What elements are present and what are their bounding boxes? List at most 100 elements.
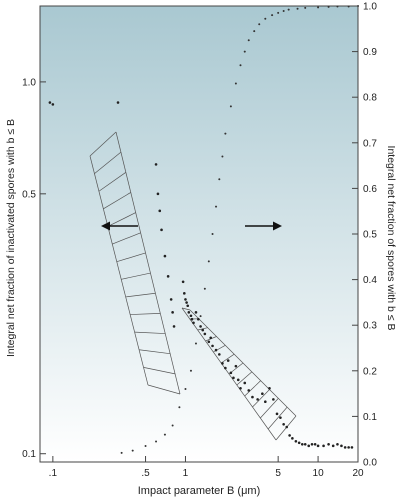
lower-ladder-rung [236, 371, 253, 386]
left-y-tick-label: 1.0 [22, 77, 36, 88]
right-y-tick-label: 1.0 [363, 2, 377, 13]
spore-fraction-point [234, 82, 237, 85]
inactivated-fraction-point [192, 321, 195, 325]
spore-fraction-point [253, 30, 256, 33]
upper-ladder-rung [94, 151, 122, 174]
x-tick-label: .1 [49, 468, 58, 479]
inactivated-fraction-point [236, 378, 240, 382]
spore-fraction-point [203, 287, 206, 290]
spore-fraction-point [171, 424, 174, 427]
inactivated-fraction-point [48, 101, 52, 104]
inactivated-fraction-point [291, 437, 294, 440]
spore-fraction-point [155, 440, 158, 443]
inactivated-fraction-point [229, 371, 233, 375]
spore-fraction-point [317, 6, 320, 9]
spore-fraction-point [258, 23, 261, 26]
upper-ladder-rung [98, 172, 127, 192]
spore-fraction-point [277, 11, 280, 14]
inactivated-fraction-point [297, 441, 301, 445]
right-arrow [245, 221, 282, 231]
right-y-tick-label: 0.7 [363, 138, 377, 149]
inactivated-fraction-point [288, 434, 291, 437]
inactivated-fraction-point [186, 304, 190, 308]
upper-ladder-rung [147, 384, 181, 395]
right-y-tick-label: 0.2 [363, 366, 377, 377]
spore-fraction-point [287, 8, 290, 11]
inactivated-fraction-point [261, 392, 264, 396]
left-arrow-head [101, 221, 110, 231]
inactivated-fraction-point [171, 311, 174, 314]
spore-fraction-point [221, 155, 224, 158]
spore-fraction-point [207, 260, 210, 263]
inactivated-fraction-point [184, 298, 187, 301]
inactivated-fraction-point [294, 439, 298, 443]
inactivated-fraction-point [256, 398, 259, 401]
left-y-tick-label: 0.5 [22, 189, 36, 200]
inactivated-fraction-point [251, 395, 254, 399]
x-tick-label: 5 [275, 468, 281, 479]
upper-ladder-rail [115, 131, 181, 395]
upper-ladder-rung [143, 367, 176, 375]
spore-fraction-point [211, 233, 214, 235]
spore-fraction-point [296, 7, 299, 10]
inactivated-fraction-point [247, 389, 251, 392]
right-y-tick-label: 0.3 [363, 321, 377, 332]
upper-ladder-rung [139, 349, 171, 355]
lower-ladder-rung [252, 389, 270, 408]
inactivated-fraction-point [116, 101, 120, 104]
spore-fraction-point [163, 433, 166, 436]
x-tick-label: 1 [183, 468, 189, 479]
left-arrow [101, 221, 138, 231]
inactivated-fraction-point [322, 444, 325, 448]
spore-fraction-point [199, 315, 202, 318]
spore-fraction-point [229, 105, 232, 108]
upper-ladder-rung [107, 212, 136, 227]
inactivated-fraction-point [154, 163, 158, 166]
inactivated-fraction-point [218, 353, 221, 356]
inactivated-fraction-point [163, 254, 167, 258]
x-tick-label: 20 [352, 468, 364, 479]
inactivated-fraction-point [183, 292, 186, 295]
inactivated-fraction-point [214, 348, 218, 352]
inactivated-fraction-point [313, 443, 317, 446]
upper-ladder-rung [134, 331, 166, 334]
inactivated-fraction-point [239, 386, 242, 390]
inactivated-fraction-point [211, 344, 214, 348]
inactivated-fraction-point [226, 359, 230, 362]
inactivated-fraction-point [156, 192, 160, 196]
spore-fraction-point [271, 14, 274, 17]
spore-fraction-point [178, 406, 181, 409]
inactivated-fraction-point [221, 362, 224, 365]
inactivated-fraction-point [264, 400, 267, 404]
x-tick-label: .5 [141, 468, 150, 479]
inactivated-fraction-point [285, 425, 289, 429]
inactivated-fraction-point [185, 301, 188, 304]
ladder-diagrams [89, 131, 297, 441]
inactivated-fraction-point [272, 398, 275, 401]
right-y-tick-label: 0.9 [363, 47, 377, 58]
right-y-axis-ticks: 0.0 0.1 0.2 0.3 0.4 0.5 0.6 0.7 0.8 0.9 1.0 [352, 2, 377, 469]
inactivated-fraction-point [189, 314, 193, 318]
spore-fraction-point [282, 10, 285, 13]
upper-ladder-rung [125, 292, 156, 298]
spore-fraction-point [218, 178, 221, 181]
spore-fraction-point [347, 5, 350, 8]
inactivated-fraction-point [234, 364, 238, 368]
inactivated-fraction-point [268, 386, 271, 390]
inactivated-fraction-point [282, 422, 285, 426]
right-y-tick-label: 0.8 [363, 93, 377, 104]
spore-fraction-point [264, 17, 267, 20]
spore-fraction-point [224, 132, 227, 135]
lower-ladder-rung [181, 307, 191, 311]
inactivated-fraction-point [51, 103, 55, 106]
spore-fraction-point [336, 5, 339, 8]
inactivated-fraction-point [336, 443, 339, 446]
inactivated-fraction-point [310, 443, 314, 446]
inactivated-fraction-point [343, 446, 347, 449]
inactivated-fraction-series [48, 101, 354, 449]
right-y-axis-label: Integral net fraction of spores with b ≤… [385, 146, 397, 331]
inactivated-fraction-point [331, 444, 335, 448]
inactivated-fraction-point [194, 311, 198, 314]
inactivated-fraction-point [181, 280, 185, 284]
